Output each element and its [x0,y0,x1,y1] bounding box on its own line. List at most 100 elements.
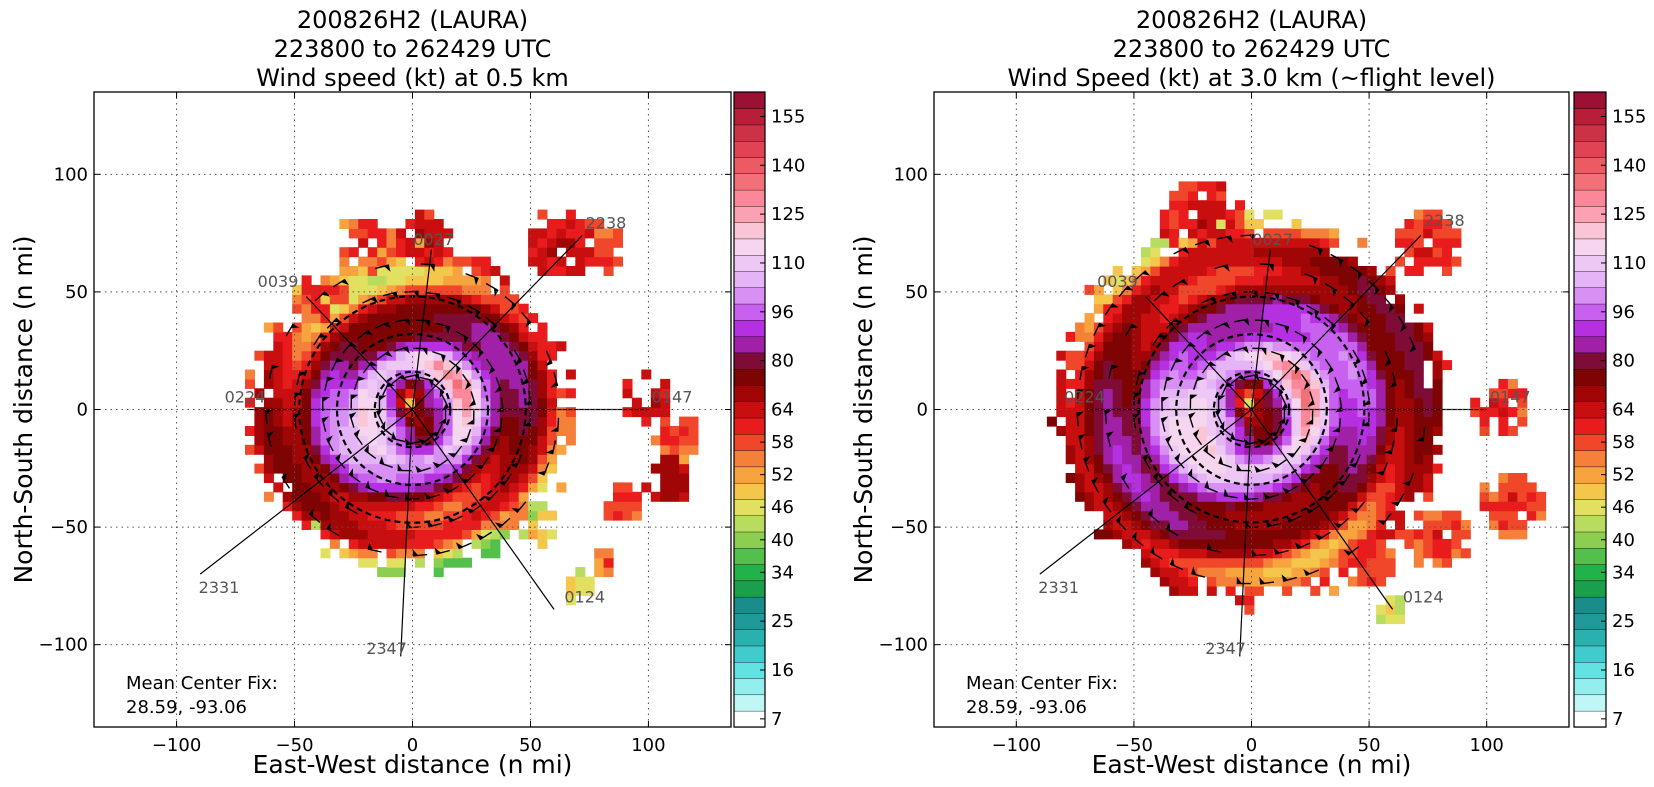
wind-cell [1282,444,1293,455]
wind-cell [1442,237,1452,248]
wind-cell [1206,219,1217,229]
wind-cell [462,256,472,267]
wind-barb-staff [1173,246,1187,255]
wind-cell [386,256,397,267]
wind-cell [1150,520,1161,530]
wind-cell [452,491,463,502]
wind-cell [1272,407,1283,418]
wind-barb-flag [1106,431,1114,438]
wind-cell [396,548,406,559]
wind-cell [1169,341,1180,352]
wind-cell [537,331,548,342]
wind-cell [339,491,350,502]
wind-barb-staff [1355,501,1365,514]
wind-cell [1150,482,1161,493]
wind-cell [1188,360,1198,371]
wind-cell [1413,360,1424,371]
wind-barb-staff [314,290,326,302]
wind-cell [339,397,350,408]
wind-cell [1272,482,1283,493]
wind-barb-flag [384,488,390,497]
wind-barb-staff [1382,512,1392,525]
wind-cell [1366,294,1377,305]
wind-cell [1225,482,1236,493]
wind-cell [1423,454,1434,465]
wind-barb-flag [1295,365,1300,375]
wind-cell [1188,313,1198,324]
wind-cell [1526,510,1537,521]
wind-cell [443,331,454,342]
wind-cell [1329,529,1340,540]
wind-cell [1178,557,1189,568]
wind-cell [499,294,510,305]
wind-barb-staff [1153,475,1164,488]
colorbar-segment [733,694,766,712]
wind-cell [1300,473,1311,483]
wind-cell [565,369,576,380]
wind-cell [613,501,623,512]
colorbar-label: 140 [771,155,805,176]
wind-barb-flag [1374,286,1380,296]
wind-cell [1150,237,1161,248]
wind-cell [660,454,671,465]
wind-cell [329,275,340,286]
y-tick-label: 50 [65,282,88,303]
wind-cell [462,454,472,465]
wind-cell [367,473,378,483]
wind-cell [1131,426,1142,436]
wind-cell [1300,576,1311,587]
wind-cell [1395,303,1405,314]
wind-cell [1206,397,1217,408]
wind-cell [1395,256,1405,267]
wind-barb-staff [1304,272,1318,280]
wind-barb-flag [438,418,446,424]
wind-cell [1272,247,1283,258]
wind-cell [1423,322,1434,333]
wind-barb-staff [1259,263,1274,266]
wind-barb-staff [503,473,512,486]
wind-barb-flag [1336,481,1346,486]
wind-cell [1272,491,1283,502]
wind-barb-staff [1201,296,1215,304]
wind-cell [1413,416,1424,427]
wind-barb-flag [1105,409,1112,416]
wind-cell [367,397,378,408]
wind-barb-flag [1321,496,1331,501]
wind-cell [1272,228,1283,239]
wind-cell [1319,473,1330,483]
wind-cell [1357,444,1368,455]
wind-cell [1169,190,1180,201]
wind-cell [1517,473,1528,483]
wind-cell [1216,482,1227,493]
wind-cell [1479,482,1490,493]
wind-cell [1225,228,1236,239]
wind-cell [320,416,331,427]
wind-cell [1479,407,1490,418]
wind-cell [1291,567,1302,578]
colorbar-label: 46 [1612,497,1635,518]
flight-leg-label: 0147 [1490,387,1531,406]
wind-cell [1225,548,1236,559]
wind-cell [424,350,435,361]
wind-cell [424,237,435,248]
wind-cell [367,520,378,530]
wind-cell [1197,407,1208,418]
wind-cell [1263,567,1274,578]
wind-cell [1347,313,1358,324]
wind-cell [1357,313,1368,324]
wind-cell [282,491,293,502]
wind-cell [1300,322,1311,333]
wind-cell [1263,482,1274,493]
wind-cell [1385,604,1396,615]
wind-cell [320,444,331,455]
wind-cell [1376,614,1387,625]
wind-cell [339,501,350,512]
wind-cell [1442,520,1452,530]
wind-cell [1451,520,1462,530]
wind-cell [339,219,350,229]
wind-cell [509,501,520,512]
wind-cell [1065,397,1076,408]
wind-cell [405,284,416,295]
wind-cell [1178,444,1189,455]
